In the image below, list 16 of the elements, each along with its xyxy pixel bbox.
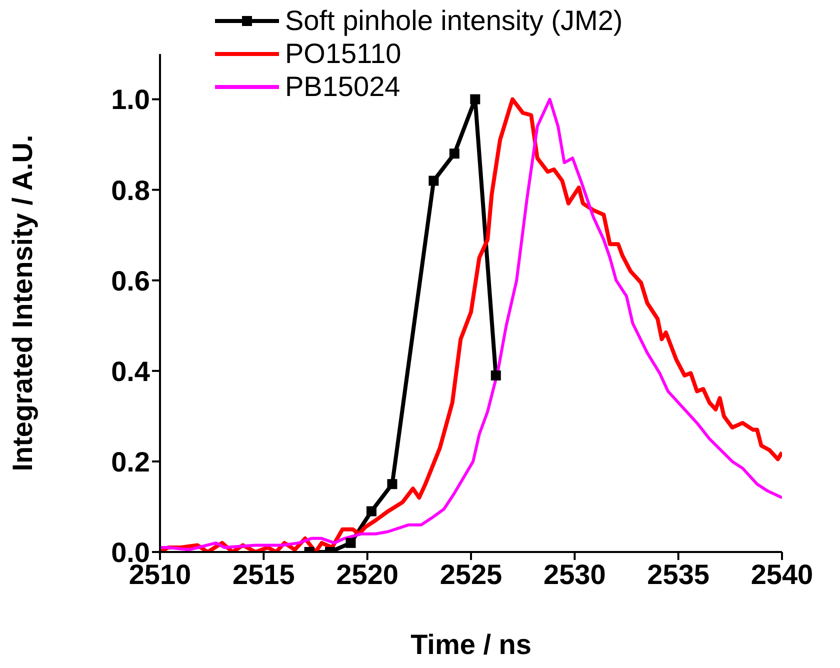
y-tick-label: 0.6	[111, 265, 150, 296]
legend-label: PB15024	[285, 70, 400, 103]
y-tick-label: 0.4	[111, 356, 150, 387]
x-tick-label: 2520	[336, 558, 398, 590]
legend-label: Soft pinhole intensity (JM2)	[285, 4, 623, 37]
x-tick-label: 2540	[750, 558, 814, 590]
x-tick-label: 2525	[440, 558, 502, 590]
x-axis-title: Time / ns	[410, 629, 532, 660]
x-tick-label: 2535	[647, 558, 710, 590]
x-tick-label: 2515	[232, 558, 295, 590]
y-axis-title: Integrated Intensity / A.U.	[6, 134, 38, 472]
x-tick-label: 2530	[544, 558, 606, 590]
y-tick-label: 0.8	[111, 174, 150, 206]
legend-label: PO15110	[285, 37, 402, 70]
y-tick-label: 1.0	[111, 84, 150, 116]
y-tick-label: 0.2	[111, 446, 150, 478]
